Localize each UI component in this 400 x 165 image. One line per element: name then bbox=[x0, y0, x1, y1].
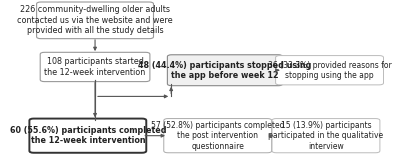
FancyBboxPatch shape bbox=[40, 52, 150, 82]
FancyBboxPatch shape bbox=[167, 55, 282, 86]
FancyBboxPatch shape bbox=[272, 119, 380, 153]
FancyBboxPatch shape bbox=[164, 119, 272, 153]
Text: 36 (33.3%) provided reasons for
stopping using the app: 36 (33.3%) provided reasons for stopping… bbox=[268, 61, 392, 80]
FancyBboxPatch shape bbox=[29, 119, 146, 153]
FancyBboxPatch shape bbox=[276, 56, 384, 85]
Text: 60 (55.6%) participants completed
the 12-week intervention: 60 (55.6%) participants completed the 12… bbox=[10, 126, 166, 145]
Text: 226 community-dwelling older adults
contacted us via the website and were
provid: 226 community-dwelling older adults cont… bbox=[17, 5, 173, 35]
Text: 15 (13.9%) participants
participated in the qualitative
interview: 15 (13.9%) participants participated in … bbox=[268, 121, 384, 151]
Text: 108 participants started
the 12-week intervention: 108 participants started the 12-week int… bbox=[44, 57, 146, 77]
Text: 48 (44.4%) participants stopped using
the app before week 12: 48 (44.4%) participants stopped using th… bbox=[138, 61, 312, 80]
Text: 57 (52.8%) participants completed
the post intervention
questionnaire: 57 (52.8%) participants completed the po… bbox=[151, 121, 284, 151]
FancyBboxPatch shape bbox=[37, 2, 154, 39]
